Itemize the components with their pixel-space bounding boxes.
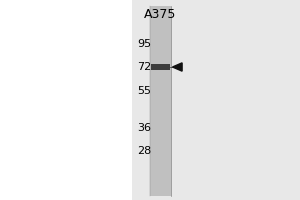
Text: A375: A375 [144, 7, 177, 21]
Text: 28: 28 [137, 146, 152, 156]
Bar [151, 64, 170, 70]
Bar [150, 6, 171, 196]
Bar [132, 0, 300, 200]
Text: 72: 72 [137, 62, 152, 72]
Polygon shape [172, 63, 182, 71]
Text: 95: 95 [137, 39, 152, 49]
Text: 36: 36 [137, 123, 152, 133]
Text: 55: 55 [137, 86, 152, 96]
